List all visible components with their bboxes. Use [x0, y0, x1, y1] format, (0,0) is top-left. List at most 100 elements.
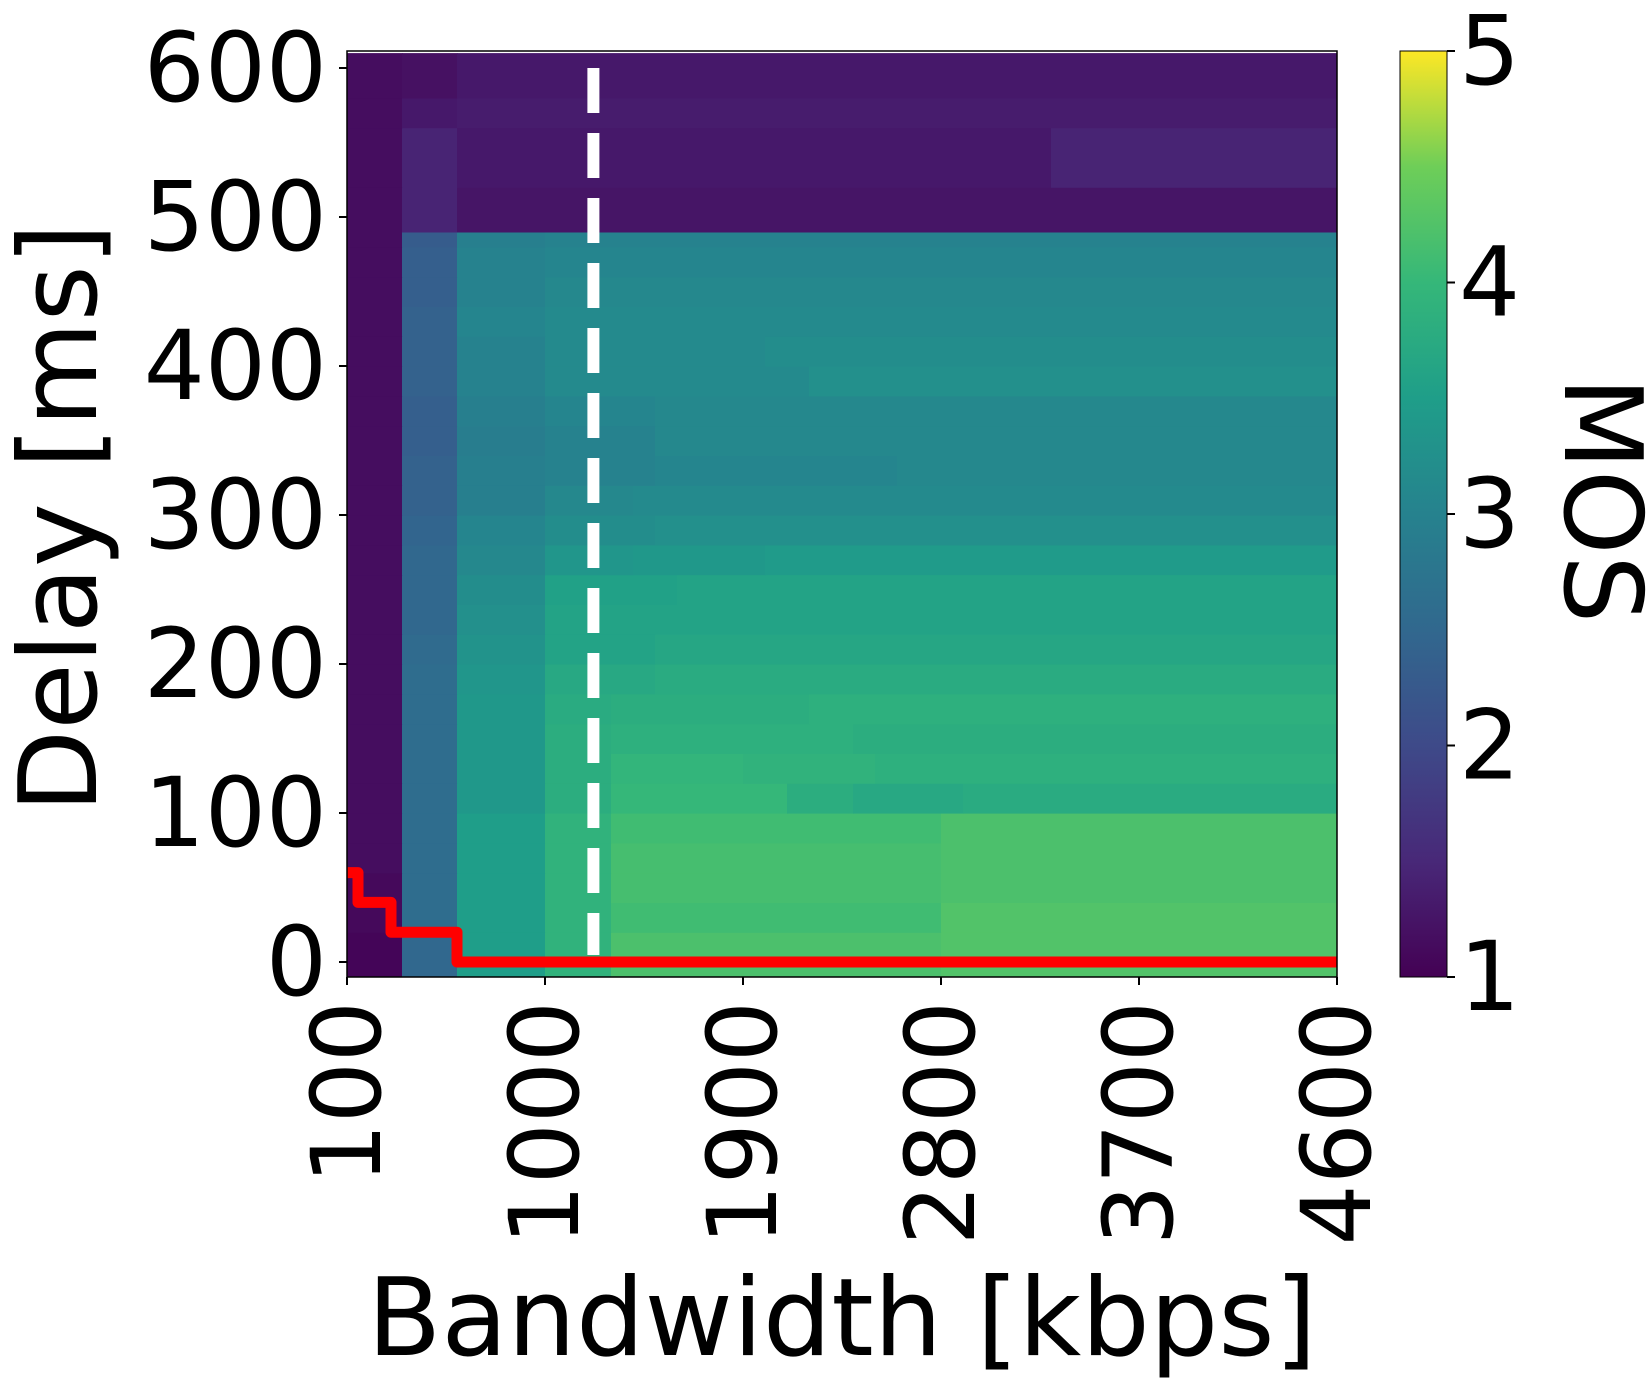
- heat-cell: [347, 336, 403, 367]
- y-tick-label: 100: [144, 757, 327, 869]
- heat-cell: [457, 97, 1337, 129]
- heat-cell: [457, 693, 546, 725]
- y-tick-label: 600: [144, 12, 327, 124]
- heat-cell: [402, 336, 458, 367]
- heat-cell: [545, 723, 612, 754]
- heat-cell: [655, 455, 898, 486]
- heat-cell: [347, 127, 403, 188]
- heat-cell: [545, 604, 656, 635]
- heat-cell: [347, 53, 403, 99]
- overlay-lines: [347, 68, 1337, 968]
- heat-cell: [545, 515, 656, 546]
- heat-cell: [457, 574, 546, 605]
- y-tick-label: 300: [144, 459, 327, 571]
- heat-cell: [457, 753, 546, 784]
- heat-cell: [457, 276, 546, 307]
- heat-cell: [633, 485, 1337, 516]
- heat-cell: [457, 425, 546, 456]
- heat-cell: [545, 231, 1337, 248]
- heat-cell: [545, 842, 612, 874]
- heat-cell: [457, 902, 546, 933]
- heat-cell: [402, 932, 458, 977]
- heat-cell: [611, 723, 854, 754]
- colorbar-tick-label: 5: [1459, 0, 1520, 107]
- heat-cell: [347, 783, 403, 814]
- heat-cell: [545, 664, 656, 695]
- heat-cell: [402, 485, 458, 516]
- heat-cell: [347, 187, 403, 233]
- heat-cell: [402, 306, 458, 337]
- colorbar: [1399, 50, 1448, 978]
- heat-cell: [611, 693, 810, 725]
- heat-cell: [809, 693, 1337, 725]
- heat-cell: [347, 306, 403, 337]
- heat-cell: [347, 276, 403, 307]
- heat-cell: [677, 574, 1337, 605]
- threshold-line: [347, 867, 1337, 968]
- heat-cell: [545, 574, 678, 605]
- heat-cell: [765, 336, 1337, 367]
- x-tick-label: 1900: [687, 1001, 799, 1245]
- heat-cell: [347, 395, 403, 427]
- heat-cell: [402, 395, 458, 427]
- y-tick-label: 200: [144, 608, 327, 720]
- heat-cell: [853, 783, 964, 814]
- heat-cell: [347, 723, 403, 754]
- heat-cell: [402, 515, 458, 546]
- heat-cell: [347, 664, 403, 695]
- heat-cell: [457, 604, 546, 635]
- heat-cell: [633, 544, 766, 576]
- heat-cell: [402, 604, 458, 635]
- heat-cell: [611, 753, 744, 784]
- heat-cell: [402, 425, 458, 456]
- x-tick-label: 3700: [1083, 1001, 1195, 1245]
- heat-cell: [787, 783, 854, 814]
- colorbar-label: MOS: [1539, 377, 1647, 624]
- heat-cell: [347, 231, 403, 248]
- heat-cell: [545, 336, 766, 367]
- heat-cell: [457, 664, 546, 695]
- heat-cell: [457, 842, 546, 874]
- heat-cell: [402, 723, 458, 754]
- heat-cell: [402, 753, 458, 784]
- heat-cell: [457, 246, 546, 278]
- heat-cell: [402, 634, 458, 665]
- heat-cell: [402, 231, 458, 248]
- heat-cell: [545, 455, 656, 486]
- heat-cell: [765, 544, 1337, 576]
- heat-cell: [457, 634, 546, 665]
- heat-cell: [655, 515, 1337, 546]
- x-tick-label: 1000: [489, 1001, 601, 1245]
- y-tick-label: 500: [144, 161, 327, 273]
- heat-cell: [402, 813, 458, 844]
- heat-cell: [611, 932, 942, 977]
- heat-cell: [655, 395, 1337, 427]
- heat-cell: [347, 425, 403, 456]
- heat-cell: [402, 455, 458, 486]
- heat-cell: [402, 276, 458, 307]
- heat-cell: [457, 813, 546, 844]
- heat-cell: [402, 544, 458, 576]
- heat-cell: [545, 366, 810, 397]
- heat-cell: [347, 604, 403, 635]
- y-tick-label: 400: [144, 310, 327, 422]
- heat-cell: [897, 455, 1337, 486]
- heat-cell: [941, 902, 1337, 933]
- x-tick-label: 2800: [885, 1001, 997, 1245]
- y-tick-label: 0: [266, 906, 327, 1018]
- heat-cell: [457, 306, 546, 337]
- heat-cell: [655, 664, 1337, 695]
- heat-cell: [941, 813, 1337, 844]
- heat-cell: [545, 902, 612, 933]
- heat-cell: [457, 455, 546, 486]
- heat-cell: [611, 783, 788, 814]
- heat-cell: [402, 872, 458, 903]
- heat-cell: [941, 872, 1337, 903]
- heat-cell: [457, 187, 1337, 233]
- heat-cell: [402, 127, 458, 188]
- heat-cell: [611, 842, 942, 874]
- heat-cell: [963, 783, 1337, 814]
- heat-cell: [1051, 127, 1337, 188]
- colorbar-tick-label: 3: [1459, 458, 1520, 570]
